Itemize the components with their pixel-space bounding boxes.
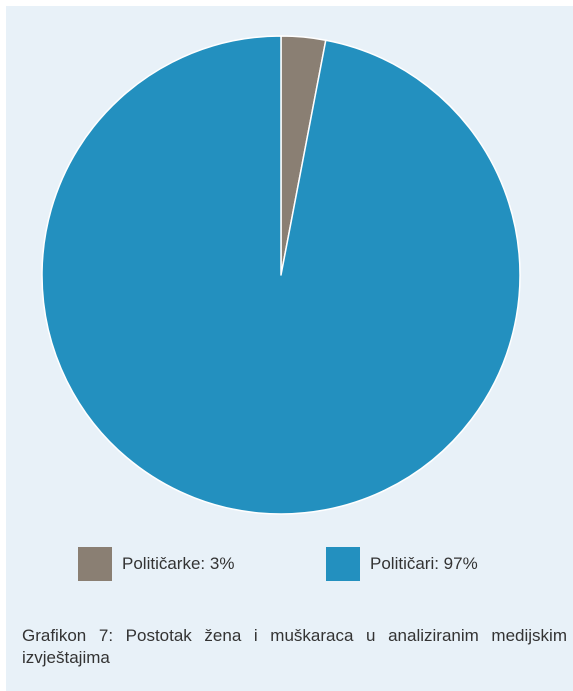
pie-chart — [41, 35, 521, 515]
legend-swatch-politicarke — [78, 547, 112, 581]
legend-label-politicarke: Političarke: 3% — [122, 554, 235, 573]
legend-item-politicari: Političari: 97% — [326, 546, 478, 582]
pie-slice-politicari — [41, 35, 521, 515]
chart-legend: Političarke: 3% Političari: 97% — [0, 546, 573, 582]
legend-swatch-politicari — [326, 547, 360, 581]
legend-item-politicarke: Političarke: 3% — [78, 546, 234, 582]
legend-label-politicari: Političari: 97% — [370, 554, 478, 573]
chart-caption: Grafikon 7: Postotak žena i muškaraca u … — [22, 626, 567, 667]
